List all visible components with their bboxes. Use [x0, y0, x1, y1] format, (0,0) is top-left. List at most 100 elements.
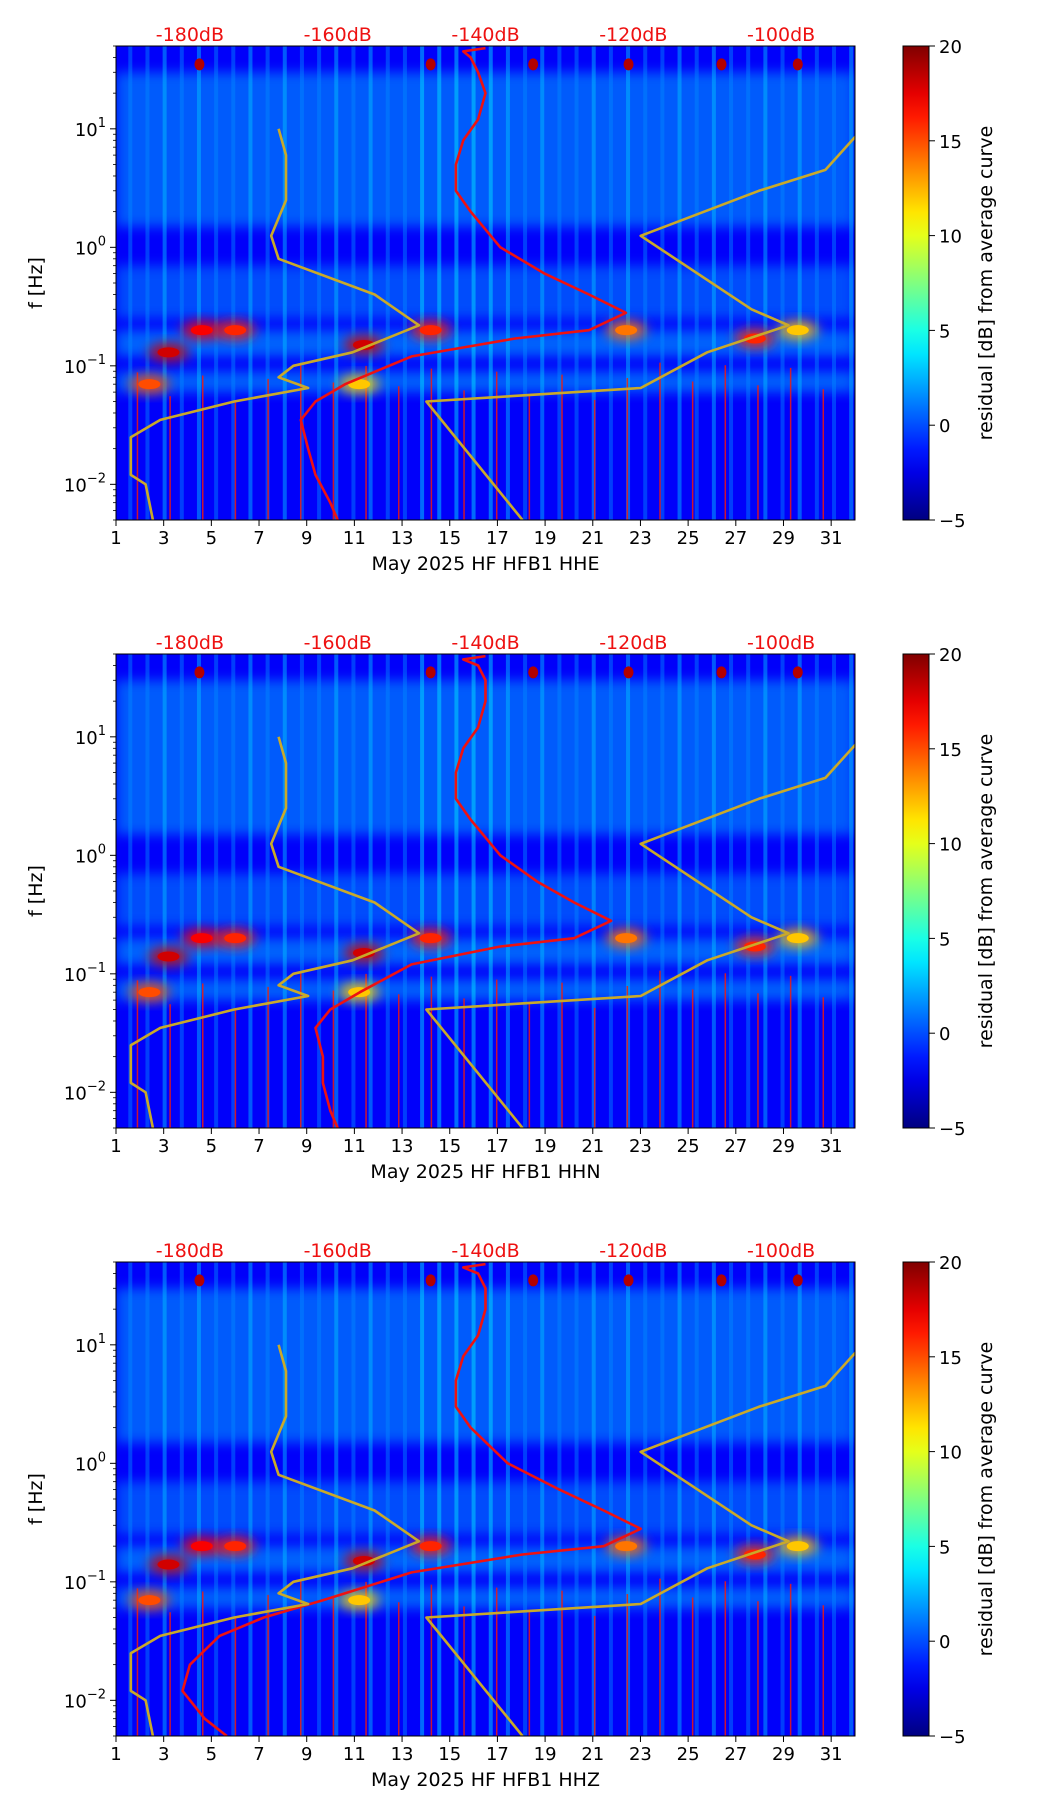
daily-streak: [814, 654, 819, 1128]
x-tick-label: 19: [534, 528, 557, 549]
daily-streak: [797, 1262, 802, 1736]
y-tick-label: 101: [75, 724, 106, 749]
daily-streak: [420, 654, 425, 1128]
heatmap-layer: [116, 1262, 855, 1736]
daily-streak: [145, 46, 150, 520]
y-tick-label: 100: [75, 1450, 106, 1475]
daily-streak: [763, 1262, 768, 1736]
daily-streak: [196, 46, 201, 520]
colorbar-tick-label: 5: [939, 1537, 950, 1558]
daily-streak: [351, 1262, 356, 1736]
daily-streak: [780, 654, 785, 1128]
y-axis-label: f [Hz]: [25, 257, 47, 309]
colorbar-tick-label: 15: [939, 132, 962, 153]
daily-streak: [402, 1262, 407, 1736]
x-tick-label: 3: [158, 1744, 169, 1765]
top-db-label: -100dB: [747, 24, 815, 46]
top-db-label: -160dB: [304, 1240, 372, 1262]
x-tick-label: 5: [206, 528, 217, 549]
daily-streak: [282, 46, 287, 520]
daily-streak: [540, 1262, 545, 1736]
daily-streak: [832, 1262, 837, 1736]
daily-streak: [454, 1262, 459, 1736]
daily-streak: [385, 46, 390, 520]
daily-streak: [694, 654, 699, 1128]
top-band-hotspot: [716, 1274, 727, 1287]
residual-hotspot-core: [190, 325, 213, 336]
daily-streak: [814, 46, 819, 520]
average-psd-curve: [181, 1262, 643, 1736]
daily-streak: [385, 1262, 390, 1736]
residual-hotspot-core: [743, 333, 766, 344]
residual-hotspot-core: [743, 941, 766, 952]
residual-hotspot-core: [224, 933, 247, 944]
x-tick-label: 9: [301, 1744, 312, 1765]
high-noise-model-curve: [425, 743, 855, 1128]
daily-streak: [643, 1262, 648, 1736]
top-band-hotspot: [792, 58, 803, 71]
top-db-label: -140dB: [451, 1240, 519, 1262]
low-noise-model-curve: [129, 128, 421, 520]
residual-hotspot-core: [190, 933, 213, 944]
daily-streak: [557, 46, 562, 520]
average-psd-curve: [314, 654, 613, 1128]
x-tick-label: 11: [343, 1744, 366, 1765]
daily-streak: [626, 46, 631, 520]
x-tick-label: 19: [534, 1136, 557, 1157]
y-tick-label: 101: [75, 116, 106, 141]
panel-2: 1 3 5 7 9 11 13 15 17 19 21 23 25 27 29 3110−210−110010…: [25, 632, 997, 1183]
daily-streak: [162, 46, 167, 520]
x-axis-label: May 2025 HF HFB1 HHN: [370, 1161, 600, 1183]
y-tick-label: 101: [75, 1332, 106, 1357]
colorbar-tick-label: 10: [939, 1443, 962, 1464]
x-tick-label: 7: [253, 528, 264, 549]
top-db-label: -120dB: [599, 24, 667, 46]
daily-streak: [540, 46, 545, 520]
residual-hotspot-core: [138, 987, 161, 998]
x-tick-label: 13: [391, 1136, 414, 1157]
daily-streak: [162, 1262, 167, 1736]
x-tick-label: 29: [772, 528, 795, 549]
colorbar-tick-label: 0: [939, 1632, 950, 1653]
x-tick-label: 31: [820, 1744, 843, 1765]
top-band-hotspot: [425, 1274, 436, 1287]
panel-3: 1 3 5 7 9 11 13 15 17 19 21 23 25 27 29 3110−210−110010…: [25, 1240, 997, 1791]
colorbar: [902, 45, 930, 521]
daily-streak: [591, 46, 596, 520]
daily-streak: [299, 1262, 304, 1736]
daily-streak: [420, 46, 425, 520]
daily-streak: [317, 1262, 322, 1736]
daily-streak: [832, 654, 837, 1128]
daily-streak: [488, 46, 493, 520]
x-tick-label: 13: [391, 528, 414, 549]
residual-hotspot-core: [190, 1541, 213, 1552]
daily-streak: [265, 1262, 270, 1736]
daily-streak: [608, 654, 613, 1128]
daily-streak: [780, 1262, 785, 1736]
daily-streak: [505, 46, 510, 520]
top-band-hotspot: [623, 1274, 634, 1287]
panel-1: 1 3 5 7 9 11 13 15 17 19 21 23 25 27 29 3110−210−110010…: [25, 24, 997, 575]
x-tick-label: 11: [343, 528, 366, 549]
daily-streak: [832, 46, 837, 520]
residual-hotspot-core: [615, 933, 638, 944]
daily-streak: [299, 46, 304, 520]
low-noise-model-curve: [129, 736, 421, 1128]
daily-streak: [179, 1262, 184, 1736]
x-tick-label: 9: [301, 1136, 312, 1157]
top-band-hotspot: [194, 58, 205, 71]
daily-streak: [248, 46, 253, 520]
top-db-label: -140dB: [451, 632, 519, 654]
daily-streak: [248, 654, 253, 1128]
daily-streak: [729, 654, 734, 1128]
colorbar-tick-label: 0: [939, 416, 950, 437]
top-band-hotspot: [716, 58, 727, 71]
top-db-label: -100dB: [747, 1240, 815, 1262]
daily-streak: [351, 46, 356, 520]
residual-hotspot-core: [419, 325, 442, 336]
residual-hotspot-core: [615, 325, 638, 336]
daily-streak: [454, 654, 459, 1128]
daily-streak: [797, 654, 802, 1128]
daily-streak: [299, 654, 304, 1128]
x-tick-label: 25: [677, 1136, 700, 1157]
